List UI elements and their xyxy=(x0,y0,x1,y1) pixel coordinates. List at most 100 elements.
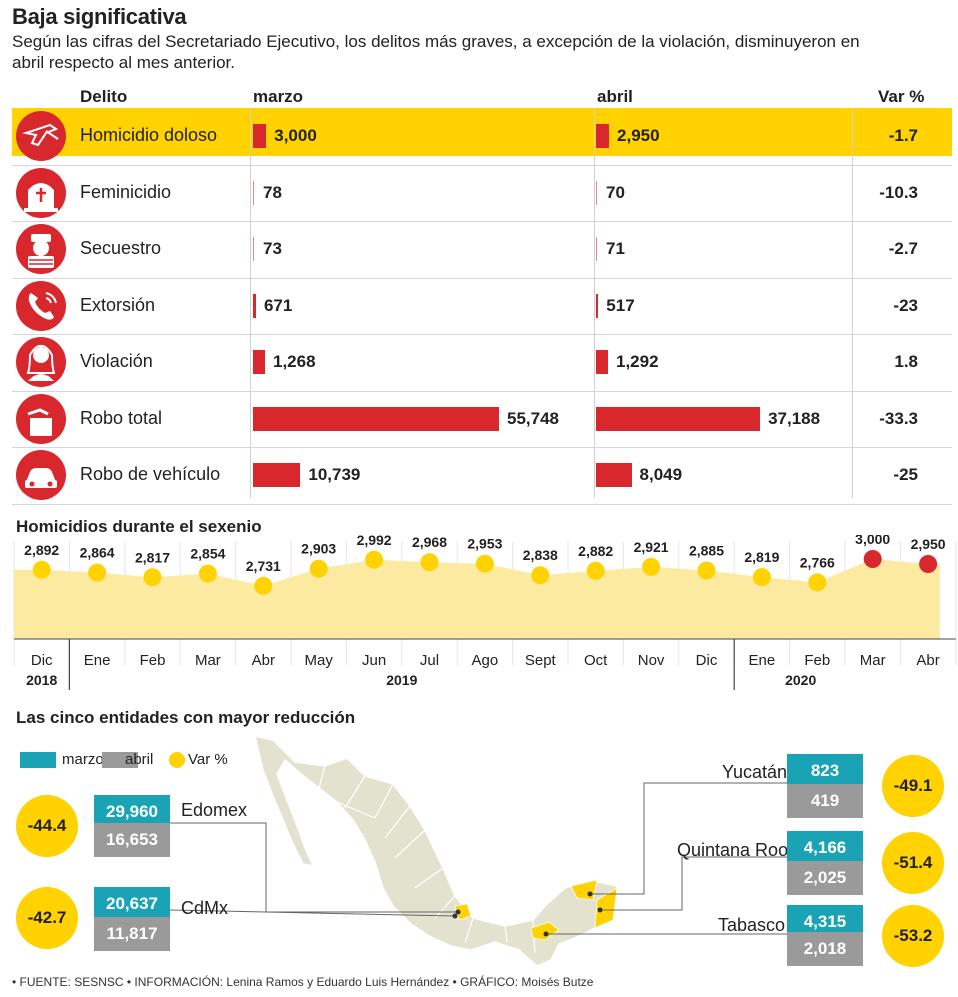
data-label: 2,921 xyxy=(634,539,669,555)
bar-abril xyxy=(596,406,761,431)
data-point xyxy=(531,566,550,585)
legend-marzo-swatch xyxy=(20,752,56,768)
value-var: -33.3 xyxy=(879,408,918,428)
abril-box-edomex: 16,653 xyxy=(94,823,170,857)
data-point xyxy=(919,555,938,573)
bar-marzo xyxy=(253,406,499,431)
data-label: 2,903 xyxy=(301,541,336,557)
marzo-box-cdmx: 20,637 xyxy=(94,887,170,921)
row-divider xyxy=(12,390,952,392)
value-abril: 71 xyxy=(606,239,625,259)
legend-abril-label: abril xyxy=(125,751,154,768)
value-var: 1.8 xyxy=(894,352,918,372)
abril-box-cdmx: 11,817 xyxy=(94,917,170,951)
month-tick-label: Jun xyxy=(362,652,386,669)
abril-box-quintana-roo: 2,025 xyxy=(787,861,863,895)
data-point xyxy=(88,563,107,582)
dot-cdmx xyxy=(452,913,458,919)
entidades-title: Las cinco entidades con mayor reducción xyxy=(16,708,356,727)
page-title: Baja significativa xyxy=(12,4,187,29)
data-label: 2,854 xyxy=(190,546,225,562)
crime-label: Violación xyxy=(80,351,153,372)
data-point xyxy=(475,554,494,573)
data-point xyxy=(752,568,771,587)
month-tick-label: Mar xyxy=(195,652,221,669)
var-circle-edomex: -44.4 xyxy=(16,795,78,857)
abril-box-tabasco: 2,018 xyxy=(787,932,863,966)
bar-marzo xyxy=(253,350,265,375)
value-marzo: 3,000 xyxy=(274,126,317,146)
month-tick-label: Mar xyxy=(860,652,886,669)
car-icon xyxy=(16,450,66,501)
data-point xyxy=(586,561,605,580)
data-label: 2,817 xyxy=(135,549,170,565)
data-label: 2,766 xyxy=(800,554,835,570)
sexenio-chart: 2,892 Dic 2,864 Ene 2,817 Feb 2,854 Mar 2,731 Abr… xyxy=(13,535,957,690)
col-header-delito: Delito xyxy=(80,87,128,106)
col-separator xyxy=(852,108,853,498)
bag-theft-icon xyxy=(16,393,66,444)
woman-icon xyxy=(16,337,66,388)
data-label: 2,731 xyxy=(246,558,281,574)
data-point xyxy=(254,576,273,595)
grave-icon xyxy=(16,167,66,218)
bar-abril xyxy=(596,124,610,149)
gun-icon xyxy=(16,111,66,162)
bar-abril xyxy=(596,463,632,488)
data-point xyxy=(642,557,661,576)
month-tick-label: Feb xyxy=(804,652,830,669)
crime-label: Robo total xyxy=(80,407,163,428)
bar-marzo xyxy=(253,237,254,262)
value-abril: 37,188 xyxy=(768,408,821,428)
data-point xyxy=(697,561,716,580)
value-marzo: 10,739 xyxy=(308,465,361,485)
crime-label: Secuestro xyxy=(80,238,162,259)
legend-var-label: Var % xyxy=(188,751,228,768)
data-label: 3,000 xyxy=(855,535,890,547)
month-tick-label: Nov xyxy=(638,652,665,669)
dot-tabasco xyxy=(543,931,549,937)
bar-marzo xyxy=(253,293,256,318)
data-point xyxy=(365,550,384,569)
col-header-marzo: marzo xyxy=(253,87,304,106)
data-point xyxy=(863,550,882,568)
month-tick-label: Dic xyxy=(696,652,718,669)
row-divider xyxy=(12,447,952,448)
state-name-tabasco: Tabasco xyxy=(718,915,786,935)
data-label: 2,953 xyxy=(467,536,502,552)
crime-label: Homicidio doloso xyxy=(80,125,218,146)
data-label: 2,819 xyxy=(744,549,779,565)
value-abril: 1,292 xyxy=(616,352,659,372)
state-name-edomex: Edomex xyxy=(181,800,248,820)
bar-abril xyxy=(596,180,597,205)
month-tick-label: Ago xyxy=(472,652,499,669)
state-name-cdmx: CdMx xyxy=(181,898,229,918)
data-label: 2,882 xyxy=(578,543,613,559)
crime-label: Extorsión xyxy=(80,294,156,315)
value-var: -23 xyxy=(893,295,918,315)
value-abril: 8,049 xyxy=(639,465,683,485)
col-separator xyxy=(250,108,251,498)
value-var: -10.3 xyxy=(879,182,918,202)
data-label: 2,885 xyxy=(689,543,724,559)
data-label: 2,950 xyxy=(911,536,946,552)
map-country-shape xyxy=(253,735,618,967)
value-marzo: 55,748 xyxy=(507,408,559,428)
page-subtitle: Según las cifras del Secretariado Ejecut… xyxy=(12,32,860,72)
row-divider xyxy=(12,503,952,505)
value-abril: 517 xyxy=(606,295,635,315)
data-label: 2,892 xyxy=(24,542,59,558)
legend-var-swatch xyxy=(169,752,185,768)
row-divider xyxy=(12,277,952,279)
value-marzo: 1,268 xyxy=(273,352,316,372)
var-circle-cdmx: -42.7 xyxy=(16,887,78,949)
legend-marzo-label: marzo xyxy=(62,751,104,768)
month-tick-label: May xyxy=(305,652,334,669)
data-point xyxy=(143,568,162,587)
value-marzo: 78 xyxy=(263,182,282,202)
value-abril: 2,950 xyxy=(617,126,660,146)
data-point xyxy=(198,564,217,583)
marzo-box-quintana-roo: 4,166 xyxy=(787,831,863,865)
data-label: 2,968 xyxy=(412,535,447,550)
var-circle-yucatan: -49.1 xyxy=(882,755,944,817)
